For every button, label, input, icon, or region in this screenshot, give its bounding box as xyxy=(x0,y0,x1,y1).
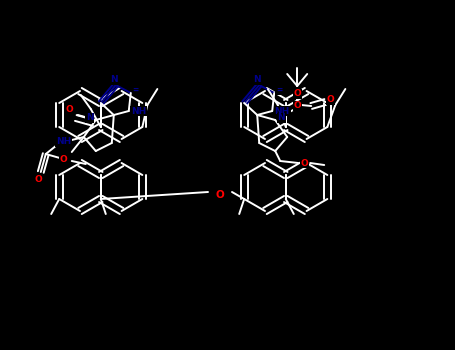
Text: N: N xyxy=(86,113,94,122)
Text: N: N xyxy=(278,113,285,122)
Text: NH: NH xyxy=(274,106,290,116)
Text: =: = xyxy=(133,85,139,94)
Text: O: O xyxy=(300,159,308,168)
Text: O: O xyxy=(326,96,334,105)
Text: NH: NH xyxy=(56,138,71,147)
Text: N: N xyxy=(110,76,117,84)
Text: O: O xyxy=(66,105,74,114)
Text: N: N xyxy=(253,76,261,84)
Text: O: O xyxy=(293,90,301,98)
Text: O: O xyxy=(216,190,224,200)
Text: O: O xyxy=(35,175,43,184)
Text: =: = xyxy=(276,85,283,94)
Text: NH: NH xyxy=(131,106,147,116)
Text: O: O xyxy=(293,102,301,111)
Text: O: O xyxy=(60,154,68,163)
